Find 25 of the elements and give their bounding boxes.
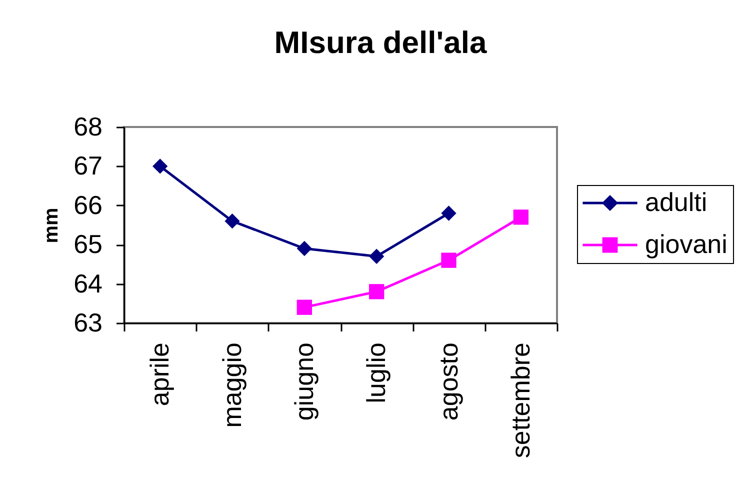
point (296, 300, 312, 315)
y-tick-label: 67 (74, 150, 102, 181)
x-tick-label: luglio (361, 342, 392, 404)
point (513, 210, 528, 225)
y-tick-label: 63 (74, 308, 102, 338)
chart-title: MIsura dell'ala (274, 25, 488, 60)
x-tick-label: agosto (433, 342, 464, 421)
point (224, 213, 240, 229)
point (441, 252, 456, 268)
point (441, 206, 456, 221)
point (152, 158, 168, 174)
x-tick-label: settembre (505, 342, 536, 458)
legend-label: giovani (645, 229, 728, 259)
point (369, 248, 384, 264)
y-tick-label: 68 (74, 112, 102, 142)
y-tick-label: 65 (74, 229, 102, 260)
y-tick-label: 64 (74, 268, 102, 298)
x-tick-label: giugno (288, 342, 319, 421)
y-tick-label: 66 (74, 190, 102, 220)
point (369, 284, 384, 300)
legend-label: adulti (645, 187, 708, 217)
y-axis-title: mm (40, 208, 63, 244)
x-tick-label: aprile (144, 342, 175, 406)
point (296, 240, 312, 256)
x-tick-label: maggio (216, 342, 247, 428)
